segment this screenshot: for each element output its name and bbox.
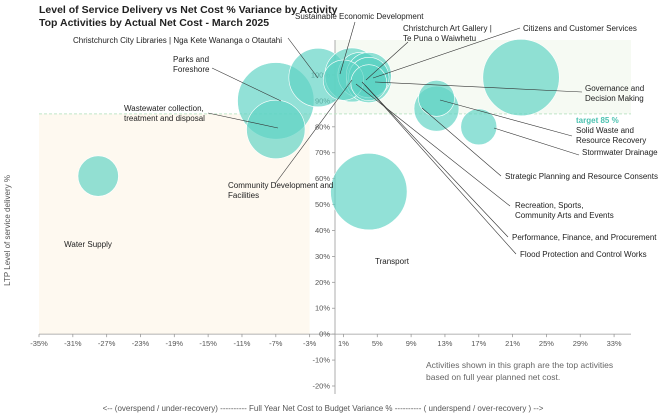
axes: -20%-10%0%10%20%30%40%50%60%70%80%90%100… xyxy=(30,40,631,394)
bubble-label: Foreshore xyxy=(173,65,210,74)
leader-line xyxy=(372,27,521,79)
y-tick-label: 80% xyxy=(315,122,330,131)
y-tick-label: 20% xyxy=(315,278,330,287)
x-tick-label: -27% xyxy=(98,339,116,348)
y-tick-label: 0% xyxy=(319,330,330,339)
bubble xyxy=(482,39,560,117)
x-axis-label: <-- (overspend / under-recovery) -------… xyxy=(103,404,544,413)
x-tick-label: -19% xyxy=(166,339,184,348)
bubble-label: Water Supply xyxy=(64,240,112,249)
leader-line xyxy=(493,127,580,156)
y-tick-label: 10% xyxy=(315,304,330,313)
bubble-label: Wastewater collection, xyxy=(124,104,204,113)
y-tick-label: 70% xyxy=(315,148,330,157)
x-tick-label: 9% xyxy=(406,339,417,348)
bubble-label: Facilities xyxy=(228,191,259,200)
bubble-label: Resource Recovery xyxy=(576,136,646,145)
leader-lines xyxy=(207,21,583,255)
leader-line xyxy=(207,112,279,129)
x-tick-label: -7% xyxy=(269,339,283,348)
x-tick-label: -11% xyxy=(233,339,250,348)
x-tick-label: 13% xyxy=(437,339,452,348)
bubble-label: treatment and disposal xyxy=(124,114,205,123)
bubble-label: Community Arts and Events xyxy=(515,211,614,220)
bubble xyxy=(460,108,498,146)
bubble-label: Te Puna o Waiwhetu xyxy=(403,34,476,43)
bubble-labels: Christchurch City Libraries | Nga Kete W… xyxy=(64,12,658,266)
x-tick-label: -3% xyxy=(303,339,317,348)
y-tick-label: 50% xyxy=(315,200,330,209)
bubble-label: Citizens and Customer Services xyxy=(523,24,637,33)
bubble-label: Stormwater Drainage xyxy=(582,148,658,157)
leader-line xyxy=(439,99,573,137)
x-tick-label: 29% xyxy=(573,339,588,348)
x-tick-label: 33% xyxy=(607,339,622,348)
note-line-2: based on full year planned net cost. xyxy=(426,372,560,382)
leader-line xyxy=(361,81,509,238)
y-tick-label: 40% xyxy=(315,226,330,235)
leader-line xyxy=(339,21,356,75)
bubble-label: Transport xyxy=(375,257,410,266)
leader-line xyxy=(421,107,502,177)
leader-line xyxy=(211,67,282,102)
bubble xyxy=(350,64,388,102)
x-tick-label: -35% xyxy=(30,339,48,348)
bubbles xyxy=(77,39,560,231)
bubble xyxy=(418,79,455,117)
bubble-label: Recreation, Sports, xyxy=(515,201,583,210)
y-tick-label: 60% xyxy=(315,174,330,183)
bubble xyxy=(330,153,408,231)
x-tick-label: 1% xyxy=(338,339,349,348)
leader-line xyxy=(374,81,583,93)
bubble-label: Performance, Finance, and Procurement xyxy=(512,233,657,242)
y-axis-label: LTP Level of service delivery % xyxy=(3,175,12,286)
bubble-label: Parks and xyxy=(173,55,209,64)
bubble-label: Christchurch City Libraries | Nga Kete W… xyxy=(73,36,282,45)
x-tick-label: 21% xyxy=(505,339,520,348)
bubble-label: Christchurch Art Gallery | xyxy=(403,24,492,33)
bubble-label: Decision Making xyxy=(585,94,644,103)
bubble-label: Community Development and xyxy=(228,181,333,190)
bubble xyxy=(77,155,119,197)
y-tick-label: -10% xyxy=(312,356,330,365)
leader-line xyxy=(355,83,511,207)
note-line-1: Activities shown in this graph are the t… xyxy=(426,360,613,370)
x-tick-label: 25% xyxy=(539,339,554,348)
bubble-label: Governance and xyxy=(585,84,644,93)
x-tick-label: -31% xyxy=(64,339,82,348)
leader-line xyxy=(365,41,409,81)
y-tick-label: -20% xyxy=(312,382,330,391)
bubble-label: Sustainable Economic Development xyxy=(295,12,424,21)
chart-subtitle: Top Activities by Actual Net Cost - Marc… xyxy=(39,17,269,29)
x-tick-label: -23% xyxy=(132,339,150,348)
x-tick-label: -15% xyxy=(199,339,217,348)
bubble-label: Solid Waste and xyxy=(576,126,634,135)
bubble xyxy=(246,99,306,159)
leader-line xyxy=(274,79,353,185)
bubble-label: Flood Protection and Control Works xyxy=(520,250,647,259)
x-tick-label: 5% xyxy=(372,339,383,348)
target-label: target 85 % xyxy=(576,116,619,125)
x-tick-label: 17% xyxy=(471,339,486,348)
chart-title: Level of Service Delivery vs Net Cost % … xyxy=(39,4,338,16)
leader-line xyxy=(364,84,517,255)
y-tick-label: 30% xyxy=(315,252,330,261)
leader-line xyxy=(287,37,319,79)
bubble-label: Strategic Planning and Resource Consents xyxy=(505,172,658,181)
